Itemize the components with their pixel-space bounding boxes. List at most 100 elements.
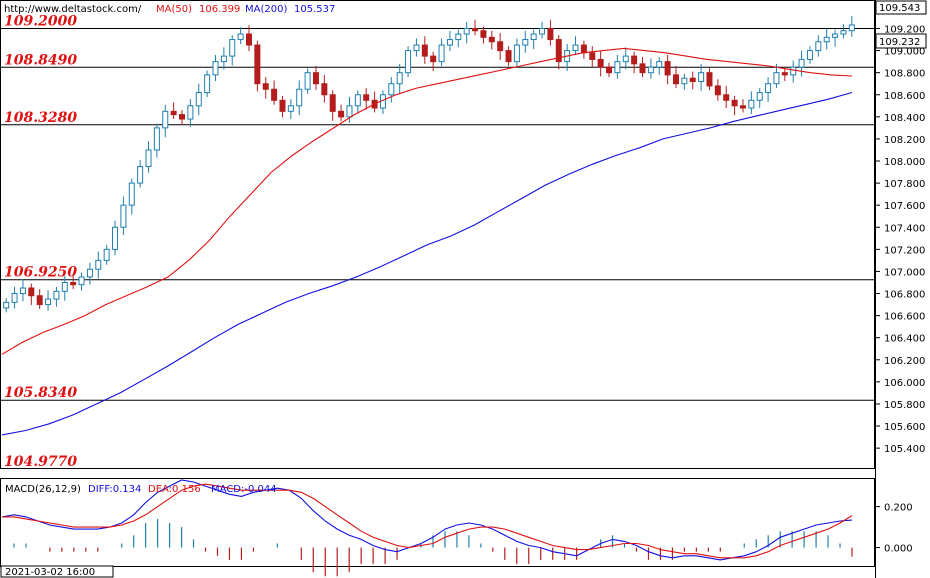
candle-body	[179, 114, 186, 120]
candle-body	[28, 287, 35, 297]
candle-body	[321, 83, 328, 96]
candle-body	[354, 94, 361, 107]
macd-axis-ticks: 0.000 0.200	[875, 503, 913, 555]
price-tick-label: 107.200	[884, 245, 925, 256]
macd-dea-line	[2, 483, 853, 559]
current-price-box	[875, 33, 927, 49]
price-tick-label: 108.400	[884, 113, 925, 124]
level-label: 109.2000	[4, 14, 77, 30]
level-label: 104.9770	[4, 454, 77, 470]
candle-body	[212, 61, 219, 76]
candle-body	[53, 290, 60, 300]
date-label: 2021-03-02 16:00	[5, 567, 95, 578]
candle-body	[597, 58, 604, 68]
level-label: 105.8340	[4, 385, 77, 401]
candle-body	[237, 33, 244, 41]
candle-body	[254, 44, 261, 85]
candle-body	[11, 293, 18, 303]
candle-body	[287, 105, 294, 112]
candle-body	[781, 72, 788, 76]
macd-tick-label: 0.000	[884, 544, 913, 555]
level-label: 108.3280	[4, 110, 77, 126]
candle-body	[455, 33, 462, 41]
source-url[interactable]: http://www.deltastock.com/	[4, 4, 142, 15]
date-box	[0, 565, 114, 578]
price-tick-label: 106.400	[884, 334, 925, 345]
candle-body	[86, 268, 93, 278]
candle-body	[539, 28, 546, 35]
candle-body	[656, 61, 663, 68]
candle-body	[773, 72, 780, 85]
macd-histogram	[13, 518, 853, 577]
macd-dea-label: DEA:0.156	[148, 484, 201, 495]
candle-body	[304, 72, 311, 90]
price-tick-label: 106.000	[884, 378, 925, 389]
candle-body	[430, 55, 437, 63]
ma50-label: MA(50)	[156, 4, 192, 15]
candle-body	[36, 295, 43, 306]
candle-body	[488, 36, 495, 43]
candle-body	[396, 72, 403, 85]
candles	[3, 16, 855, 313]
candle-body	[388, 83, 395, 96]
candle-body	[262, 83, 269, 90]
candle-body	[128, 182, 135, 206]
candle-body	[162, 110, 169, 129]
candle-body	[530, 33, 537, 41]
candle-body	[647, 66, 654, 74]
price-tick-label: 107.400	[884, 223, 925, 234]
candle-body	[547, 28, 554, 41]
candle-body	[463, 28, 470, 35]
candle-body	[413, 44, 420, 52]
candle-body	[848, 24, 855, 32]
ma200-value: 105.537	[294, 4, 335, 15]
candle-body	[271, 88, 278, 101]
candle-body	[756, 92, 763, 101]
current-price-label: 109.232	[879, 37, 920, 48]
price-tick-label: 107.600	[884, 201, 925, 212]
macd-tick-label: 0.200	[884, 503, 913, 514]
candle-body	[480, 30, 487, 38]
candle-body	[681, 77, 688, 85]
level-label: 106.9250	[4, 265, 77, 281]
candle-body	[95, 259, 102, 270]
candle-body	[279, 99, 286, 112]
candle-body	[739, 105, 746, 109]
macd-panel-frame	[0, 478, 875, 567]
ma200-label: MA(200)	[245, 4, 287, 15]
candle-body	[204, 74, 211, 94]
candle-body	[723, 94, 730, 101]
candle-body	[112, 226, 119, 250]
top-price-box	[875, 0, 927, 15]
price-tick-label: 105.600	[884, 422, 925, 433]
candle-body	[363, 94, 370, 101]
candle-body	[338, 110, 345, 118]
candle-body	[748, 99, 755, 109]
candle-body	[555, 39, 562, 63]
price-axis-ticks: 105.400 105.600 105.800 106.000 106.200 106.4…	[875, 2, 925, 455]
candle-body	[438, 44, 445, 63]
macd-title: MACD(26,12,9)	[5, 484, 81, 495]
candle-body	[329, 94, 336, 112]
macd-diff-line	[1, 479, 853, 561]
candle-body	[672, 74, 679, 85]
candle-body	[245, 33, 252, 46]
candle-body	[589, 52, 596, 60]
candle-body	[823, 36, 830, 43]
candle-body	[78, 276, 85, 286]
candle-body	[195, 92, 202, 107]
candle-body	[631, 55, 638, 65]
candle-body	[3, 301, 10, 309]
candle-body	[497, 41, 504, 52]
candle-body	[45, 298, 52, 306]
ma200-line	[1, 91, 853, 436]
candle-body	[505, 50, 512, 63]
candle-body	[815, 41, 822, 52]
candle-body	[421, 44, 428, 57]
price-tick-label: 107.000	[884, 267, 925, 278]
price-tick-label: 105.800	[884, 400, 925, 411]
candle-body	[706, 72, 713, 87]
candle-body	[120, 204, 127, 228]
price-tick-label: 108.200	[884, 135, 925, 146]
